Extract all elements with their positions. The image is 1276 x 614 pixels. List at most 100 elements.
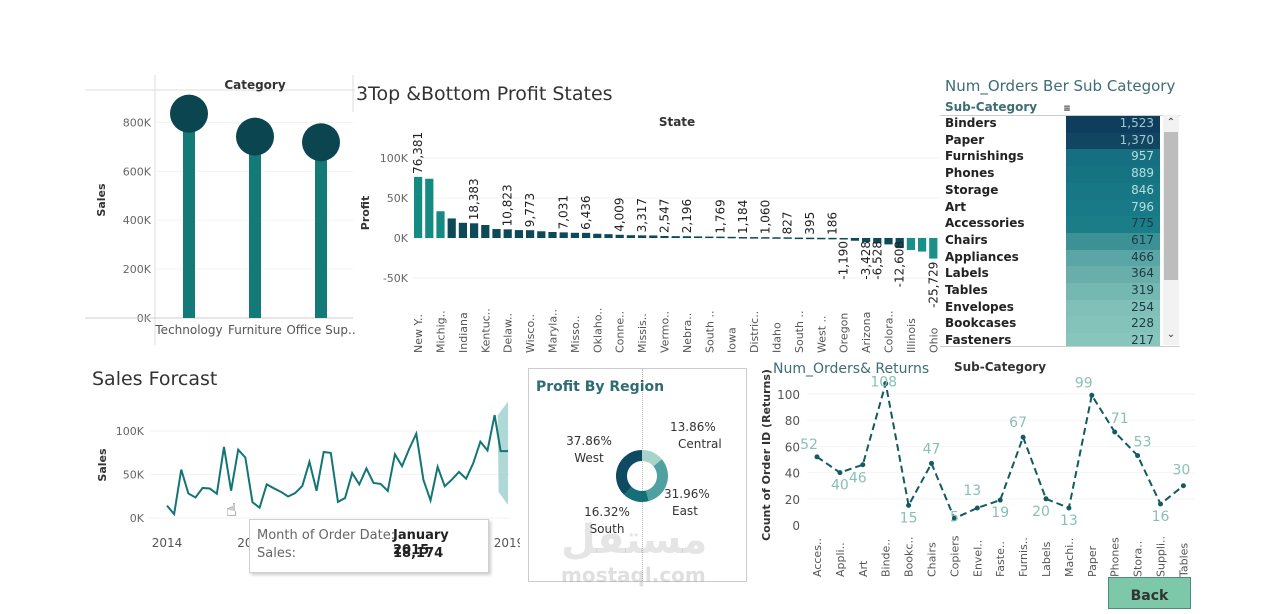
x-tick-label: Conne.. xyxy=(614,311,627,353)
y-tick-label: 600K xyxy=(123,165,152,178)
table-row[interactable]: Envelopes 254 xyxy=(940,299,1175,317)
data-label: -3,428 xyxy=(859,241,873,280)
slice-name-label: East xyxy=(672,504,698,518)
order-count-cell: 617 xyxy=(1066,232,1160,250)
bar xyxy=(895,238,904,249)
data-point xyxy=(951,515,957,521)
bar xyxy=(906,238,915,250)
table-row[interactable]: Furnishings 957 xyxy=(940,149,1175,167)
y-tick-label: 50K xyxy=(387,192,409,205)
data-point xyxy=(1066,505,1072,511)
x-tick-label: Labels xyxy=(1040,541,1053,577)
x-tick-label: West .. xyxy=(815,315,828,353)
data-label: 76,381 xyxy=(411,132,425,174)
order-count-cell: 254 xyxy=(1066,299,1160,317)
bar xyxy=(929,238,938,259)
subcategory-column-header[interactable]: Sub-Category ≡ xyxy=(945,100,1071,114)
bar xyxy=(705,236,714,239)
y-axis-label: Sales xyxy=(96,448,109,482)
data-label: 10,823 xyxy=(501,184,515,226)
data-point xyxy=(1112,429,1118,435)
x-tick-label: Phones xyxy=(1109,537,1122,577)
y-tick-label: 100K xyxy=(380,152,409,165)
bar xyxy=(414,176,423,238)
y-tick-label: 60 xyxy=(785,440,800,454)
bar xyxy=(794,237,803,240)
bar xyxy=(582,232,591,238)
x-tick-label: Delaw.. xyxy=(502,313,515,353)
orders-subcategory-title: Num_Orders Ber Sub Category xyxy=(945,77,1176,95)
subcategory-name: Storage xyxy=(945,182,999,197)
data-point xyxy=(1020,434,1026,440)
bar xyxy=(750,237,759,239)
bar xyxy=(470,223,479,238)
data-label: 1,060 xyxy=(758,200,772,234)
table-row[interactable]: Phones 889 xyxy=(940,166,1175,183)
scrollbar-thumb[interactable] xyxy=(1164,132,1178,280)
data-label: 52 xyxy=(800,437,818,453)
y-tick-label: 100K xyxy=(116,425,145,438)
data-label: 9,773 xyxy=(523,193,537,227)
x-tick-label: Stora.. xyxy=(1132,541,1145,577)
bar xyxy=(548,232,557,238)
sort-icon[interactable]: ≡ xyxy=(1063,104,1071,114)
data-point xyxy=(1089,392,1095,398)
bar xyxy=(649,235,658,238)
x-tick-label: South .. xyxy=(703,311,716,353)
order-count-cell: 846 xyxy=(1066,182,1160,200)
subcategory-name: Envelopes xyxy=(945,299,1014,314)
bar xyxy=(503,229,512,238)
data-label: 30 xyxy=(1172,463,1190,479)
x-tick-label: Furniture xyxy=(228,323,282,337)
slice-name-label: South xyxy=(590,522,625,536)
y-tick-label: 0K xyxy=(130,512,145,525)
slice-percent-label: 37.86% xyxy=(566,434,612,448)
data-point xyxy=(1043,496,1049,502)
x-tick-label: Arizona xyxy=(860,312,873,353)
x-tick-label: Chairs xyxy=(926,542,939,577)
lollipop-stem xyxy=(183,113,195,318)
x-tick-label: Distric.. xyxy=(748,311,761,353)
table-row[interactable]: Bookcases 228 xyxy=(940,316,1175,334)
table-scrollbar[interactable]: ⌃ ⌄ xyxy=(1163,115,1179,345)
profit-region-panel: Profit By Region 13.86% Central 31.96% East… xyxy=(528,368,747,587)
table-row[interactable]: Appliances 466 xyxy=(940,249,1175,267)
x-tick-label: Misso.. xyxy=(569,315,582,353)
back-button[interactable]: Back xyxy=(1108,577,1191,609)
subcategory-name: Labels xyxy=(945,266,989,281)
bar xyxy=(884,238,893,245)
data-label: 20 xyxy=(1032,504,1050,520)
y-tick-label: 50K xyxy=(123,469,145,482)
data-point xyxy=(837,470,843,476)
data-label: 108 xyxy=(870,375,897,391)
data-point xyxy=(929,460,934,466)
y-tick-label: 0K xyxy=(394,232,409,245)
subcategory-header: Sub-Category xyxy=(954,360,1046,374)
table-row[interactable]: Fasteners 217 xyxy=(940,333,1175,346)
table-row[interactable]: Paper 1,370 xyxy=(940,132,1175,150)
scroll-up-icon[interactable]: ⌃ xyxy=(1166,117,1176,128)
table-row[interactable]: Storage 846 xyxy=(940,182,1175,200)
donut-slice-west xyxy=(616,450,642,495)
slice-name-label: West xyxy=(574,451,604,465)
table-row[interactable]: Art 796 xyxy=(940,199,1175,217)
donut-slice-central xyxy=(642,450,662,467)
x-tick-label: Kentuc.. xyxy=(479,308,492,353)
bar xyxy=(604,234,613,238)
table-row[interactable]: Binders 1,523 xyxy=(940,116,1175,133)
hand-cursor-icon: ☝ xyxy=(226,500,237,521)
category-header: Category xyxy=(224,78,286,92)
bar xyxy=(918,238,927,252)
table-row[interactable]: Chairs 617 xyxy=(940,232,1175,250)
bar xyxy=(481,225,490,238)
scroll-down-icon[interactable]: ⌄ xyxy=(1166,329,1176,340)
x-tick-label: Colora.. xyxy=(883,311,896,353)
slice-percent-label: 13.86% xyxy=(670,420,716,434)
table-row[interactable]: Accessories 775 xyxy=(940,216,1175,233)
bar xyxy=(559,232,568,238)
table-row[interactable]: Labels 364 xyxy=(940,266,1175,284)
x-tick-label: Furnis.. xyxy=(1017,537,1030,577)
donut-slice-east xyxy=(645,459,668,502)
table-row[interactable]: Tables 319 xyxy=(940,283,1175,300)
subcategory-name: Chairs xyxy=(945,232,988,247)
